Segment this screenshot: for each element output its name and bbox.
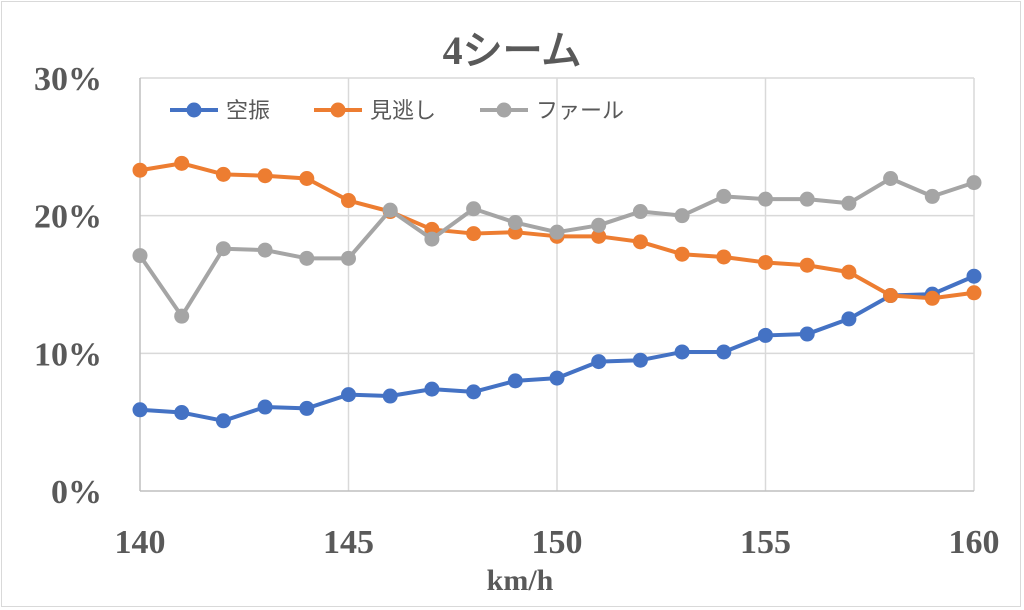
data-point — [758, 327, 773, 343]
legend-item: ファール — [480, 99, 624, 124]
data-point — [966, 285, 982, 301]
legend-swatch-marker — [496, 102, 512, 118]
y-tick-label: 20% — [34, 199, 102, 236]
data-point — [215, 241, 231, 257]
legend: 空振 見逃し ファール — [170, 99, 624, 124]
data-point — [341, 250, 356, 266]
data-point — [799, 191, 815, 207]
data-point — [174, 155, 190, 171]
data-point — [549, 370, 565, 386]
data-point — [674, 208, 690, 224]
data-point — [299, 170, 315, 186]
x-tick-label: 140 — [115, 524, 166, 561]
data-point — [507, 373, 523, 389]
legend-label: 見逃し — [370, 99, 436, 124]
data-point — [341, 193, 356, 209]
y-tick-label: 10% — [34, 336, 102, 373]
data-point — [424, 381, 440, 397]
data-point — [549, 224, 565, 240]
data-point — [924, 290, 940, 306]
legend-swatch-marker — [330, 102, 346, 118]
legend-label: ファール — [536, 99, 624, 124]
data-point — [799, 257, 815, 273]
data-point — [174, 308, 190, 324]
data-point — [674, 344, 690, 360]
data-point — [841, 264, 857, 280]
axes — [139, 78, 974, 492]
data-point — [841, 311, 857, 327]
series-3 — [132, 170, 982, 324]
data-point — [591, 217, 607, 233]
data-point — [257, 399, 273, 415]
data-point — [382, 388, 398, 404]
x-tick-label: 155 — [740, 524, 791, 561]
data-point — [841, 195, 857, 211]
data-point — [924, 188, 940, 204]
data-point — [716, 344, 732, 360]
legend-item: 見逃し — [314, 99, 436, 124]
data-point — [257, 242, 273, 258]
data-point — [799, 326, 815, 342]
x-tick-label: 150 — [532, 524, 583, 561]
y-tick-label: 30% — [34, 61, 102, 98]
data-point — [758, 254, 773, 270]
data-point — [424, 231, 440, 247]
data-point — [341, 387, 356, 403]
data-point — [591, 354, 607, 370]
y-tick-label: 0% — [51, 474, 102, 511]
data-point — [466, 201, 482, 217]
data-point — [215, 413, 231, 429]
data-point — [466, 226, 482, 242]
gridlines — [140, 77, 975, 491]
data-point — [382, 202, 398, 218]
data-point — [632, 204, 648, 220]
data-point — [883, 288, 899, 304]
x-tick-label: 160 — [949, 524, 1000, 561]
legend-item: 空振 — [170, 99, 270, 124]
x-axis-label: km/h — [487, 564, 554, 597]
data-point — [966, 268, 982, 284]
data-point — [132, 402, 148, 418]
chart-title: 4シーム — [443, 28, 582, 73]
data-point — [299, 400, 315, 416]
data-point — [716, 249, 732, 265]
data-point — [257, 168, 273, 184]
x-tick-label: 145 — [323, 524, 374, 561]
data-point — [299, 250, 315, 266]
legend-label: 空振 — [226, 99, 270, 124]
data-point — [466, 384, 482, 400]
data-point — [883, 170, 899, 186]
series-1 — [132, 268, 982, 429]
tick-labels: 0% 10% 20% 30% 140 145 150 155 160 — [34, 61, 1000, 561]
data-point — [215, 166, 231, 182]
data-point — [174, 405, 190, 421]
data-point — [966, 175, 982, 191]
data-point — [716, 188, 732, 204]
data-point — [507, 215, 523, 231]
data-point — [632, 352, 648, 368]
data-point — [758, 191, 773, 207]
data-point — [674, 246, 690, 262]
data-point — [632, 234, 648, 250]
series-layer — [132, 155, 982, 429]
legend-swatch-marker — [186, 102, 202, 118]
data-point — [591, 228, 607, 244]
data-point — [132, 248, 148, 264]
data-point — [132, 162, 148, 178]
